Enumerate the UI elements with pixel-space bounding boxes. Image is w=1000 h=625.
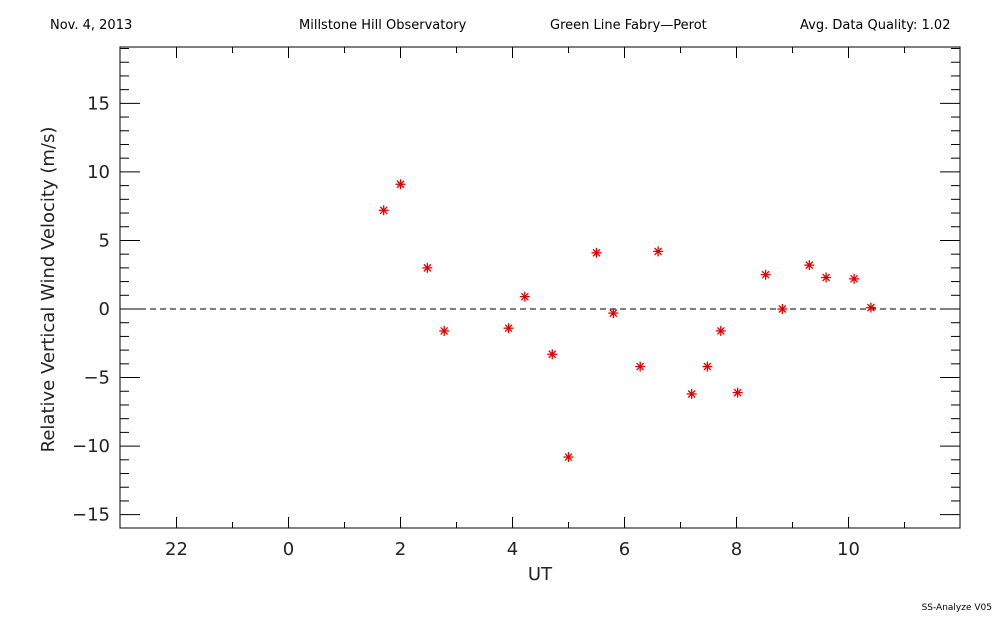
data-point — [547, 349, 558, 360]
data-point — [439, 325, 450, 336]
marker-stroke — [822, 273, 831, 282]
marker-stroke — [379, 206, 388, 215]
marker-stroke — [504, 324, 513, 333]
data-point — [422, 262, 433, 273]
marker-stroke — [716, 326, 725, 335]
data-point — [702, 361, 713, 372]
y-tick-label: 0 — [99, 299, 110, 320]
x-tick-label: 10 — [837, 539, 860, 560]
data-point — [591, 247, 602, 258]
y-tick-label: 5 — [99, 230, 110, 251]
x-tick-label: 0 — [283, 539, 294, 560]
marker-stroke — [687, 390, 696, 398]
marker-stroke — [850, 274, 859, 283]
data-point — [653, 246, 664, 257]
y-tick-label: −15 — [72, 505, 110, 526]
plot-frame — [119, 46, 961, 529]
header-date: Nov. 4, 2013 — [50, 18, 133, 33]
marker-stroke — [423, 263, 432, 272]
y-tick-label: −10 — [72, 436, 110, 457]
x-tick-label: 22 — [165, 539, 188, 560]
marker-stroke — [440, 326, 449, 335]
data-point — [608, 308, 619, 319]
data-points — [378, 179, 876, 463]
data-point — [378, 205, 389, 216]
data-point — [563, 452, 574, 463]
data-point — [635, 361, 646, 372]
marker-stroke — [778, 305, 787, 313]
marker-stroke — [866, 303, 875, 312]
plot-axes — [119, 46, 961, 529]
y-tick-label: 10 — [87, 162, 110, 183]
x-tick-label: 2 — [395, 539, 406, 560]
marker-stroke — [548, 350, 557, 359]
data-point — [849, 273, 860, 284]
data-point — [804, 260, 815, 271]
data-point — [503, 323, 514, 334]
y-tick-label: 15 — [87, 93, 110, 114]
header-data-quality: Avg. Data Quality: 1.02 — [800, 18, 951, 33]
header-instrument: Green Line Fabry—Perot — [550, 18, 707, 33]
marker-stroke — [761, 270, 770, 279]
header-observatory: Millstone Hill Observatory — [299, 18, 467, 33]
marker-stroke — [520, 292, 529, 301]
data-point — [715, 325, 726, 336]
y-axis-title: Relative Vertical Wind Velocity (m/s) — [38, 127, 59, 453]
data-point — [732, 387, 743, 398]
axis-labels: 22 0 2 4 6 8 10 −15 −10 −5 0 5 10 15 UT Relative Vertic… — [38, 93, 860, 585]
data-point — [519, 291, 530, 302]
marker-stroke — [703, 362, 712, 371]
data-point — [821, 272, 832, 283]
data-point — [760, 269, 771, 280]
software-version: SS-Analyze V05 — [921, 603, 992, 613]
data-point — [395, 179, 406, 190]
marker-stroke — [396, 180, 405, 189]
marker-stroke — [636, 362, 645, 371]
x-tick-label: 4 — [507, 539, 518, 560]
marker-stroke — [733, 388, 742, 397]
data-point — [865, 302, 876, 313]
data-point — [686, 389, 697, 400]
x-axis-title: UT — [528, 564, 553, 585]
marker-stroke — [609, 309, 618, 318]
data-point — [777, 304, 788, 314]
y-tick-label: −5 — [83, 368, 110, 389]
x-tick-label: 8 — [731, 539, 742, 560]
marker-stroke — [592, 248, 601, 257]
marker-stroke — [654, 247, 663, 256]
x-tick-label: 6 — [619, 539, 630, 560]
marker-stroke — [805, 261, 814, 270]
marker-stroke — [564, 453, 573, 462]
